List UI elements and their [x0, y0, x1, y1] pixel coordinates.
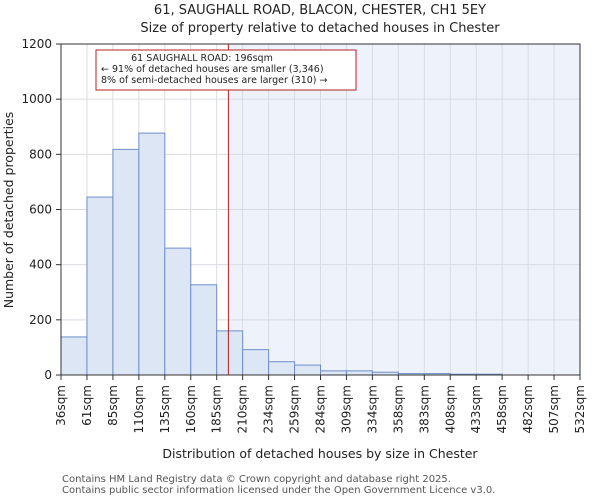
x-tick-label: 458sqm — [495, 385, 509, 433]
x-tick-label: 284sqm — [314, 385, 328, 433]
bar-185sqm — [216, 330, 244, 376]
footer: Contains HM Land Registry data © Crown c… — [62, 474, 495, 496]
annotation-line-1: 61 SAUGHALL ROAD: 196sqm — [131, 53, 273, 64]
bar-110sqm — [138, 132, 166, 376]
x-tick-label: 61sqm — [80, 385, 94, 426]
bar-85sqm — [112, 148, 140, 376]
x-tick-label: 433sqm — [469, 385, 483, 433]
x-tick-label: 334sqm — [365, 385, 379, 433]
x-tick-label: 110sqm — [132, 385, 146, 433]
bar-309sqm — [345, 370, 373, 376]
annotation-box: 61 SAUGHALL ROAD: 196sqm ← 91% of detach… — [95, 49, 357, 91]
x-tick-label: 135sqm — [158, 385, 172, 433]
y-tick-label: 400 — [29, 258, 52, 272]
bar-61sqm — [86, 196, 114, 376]
bar-135sqm — [164, 247, 192, 376]
x-tick-label: 482sqm — [521, 385, 535, 433]
plot-area: 0 200 400 600 800 1000 1200 36sqm 61sqm 85sqm 110s… — [21, 37, 587, 433]
bar-160sqm — [190, 284, 218, 376]
chart: 61, SAUGHALL ROAD, BLACON, CHESTER, CH1 … — [1, 3, 587, 461]
annotation-line-2: ← 91% of detached houses are smaller (3,… — [101, 64, 324, 75]
x-tick-label: 234sqm — [262, 385, 276, 433]
x-tick-label: 259sqm — [288, 385, 302, 433]
x-tick-label: 160sqm — [184, 385, 198, 433]
bar-284sqm — [320, 370, 347, 376]
x-tick-label: 358sqm — [391, 385, 405, 433]
y-tick-label: 200 — [29, 313, 52, 327]
y-tick-label: 800 — [29, 147, 52, 161]
x-tick-label: 185sqm — [210, 385, 224, 433]
x-tick-label: 532sqm — [573, 385, 587, 433]
chart-subtitle: Size of property relative to detached ho… — [140, 21, 500, 36]
x-tick-label: 383sqm — [417, 385, 431, 433]
x-tick-label: 85sqm — [106, 385, 120, 426]
x-axis-label: Distribution of detached houses by size … — [162, 446, 478, 461]
bar-259sqm — [294, 364, 321, 376]
x-tick-label: 36sqm — [54, 385, 68, 426]
chart-title: 61, SAUGHALL ROAD, BLACON, CHESTER, CH1 … — [154, 3, 486, 18]
bar-210sqm — [242, 349, 270, 376]
y-tick-label: 600 — [29, 203, 52, 217]
x-tick-label: 507sqm — [547, 385, 561, 433]
y-axis-label: Number of detached properties — [1, 112, 16, 309]
footer-line-2: Contains public sector information licen… — [62, 485, 496, 496]
x-tick-label: 210sqm — [236, 385, 250, 433]
annotation-border — [95, 49, 357, 91]
bar-36sqm — [60, 336, 88, 376]
bar-234sqm — [268, 361, 296, 376]
y-tick-label: 1000 — [21, 92, 52, 106]
footer-line-1: Contains HM Land Registry data © Crown c… — [62, 474, 451, 485]
x-tick-label: 309sqm — [339, 385, 353, 433]
y-tick-label: 0 — [44, 368, 52, 382]
annotation-line-3: 8% of semi-detached houses are larger (3… — [101, 75, 328, 86]
y-tick-label: 1200 — [21, 37, 52, 51]
x-tick-label: 408sqm — [443, 385, 457, 433]
